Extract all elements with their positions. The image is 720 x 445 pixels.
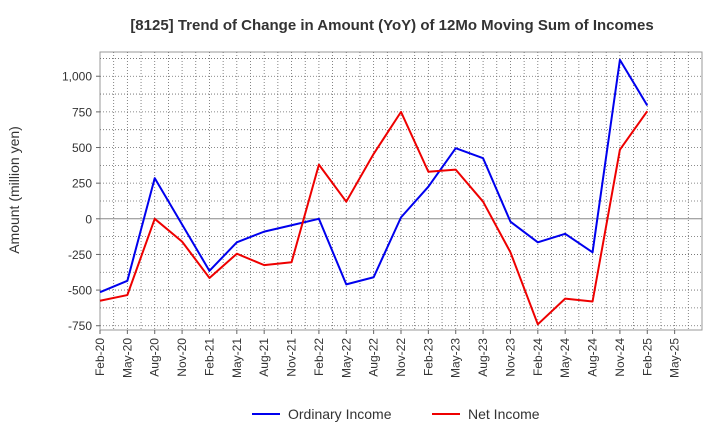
x-tick-label: Feb-20: [93, 338, 107, 376]
x-tick-label: Nov-20: [175, 338, 189, 377]
series-line-net-income: [99, 110, 649, 326]
legend-label: Ordinary Income: [288, 406, 392, 422]
x-tick-label: Feb-21: [202, 338, 216, 376]
series-line-ordinary-income: [99, 58, 649, 294]
x-tick-label: Feb-25: [640, 338, 654, 376]
y-tick-label: 750: [72, 105, 92, 119]
x-tick-label: May-20: [120, 338, 134, 378]
legend-label: Net Income: [468, 406, 540, 422]
y-axis-label: Amount (million yen): [6, 126, 22, 254]
x-tick-label: Feb-24: [531, 338, 545, 376]
legend: Ordinary Income Net Income: [252, 406, 540, 422]
y-tick-label: 250: [72, 177, 92, 191]
x-tick-label: Feb-22: [312, 338, 326, 376]
y-tick-label: -250: [68, 248, 92, 262]
x-tick-label: Aug-23: [476, 338, 490, 377]
x-tick-label: Nov-23: [503, 338, 517, 377]
x-tick-label: Feb-23: [421, 338, 435, 376]
series-layer: [99, 58, 649, 326]
y-tick-label: -500: [68, 284, 92, 298]
x-tick-label: Aug-24: [586, 338, 600, 377]
y-tick-label: 500: [72, 141, 92, 155]
x-tick-label: Aug-22: [367, 338, 381, 377]
x-tick-label: Nov-21: [285, 338, 299, 377]
x-tick-label: May-24: [558, 338, 572, 378]
x-tick-label: Aug-21: [257, 338, 271, 377]
y-tick-label: 0: [85, 212, 92, 226]
axis-layer: -750 -500 -250 0 250 500 750 1,000 Feb-20 May-20 A…: [62, 70, 682, 378]
x-tick-label: Nov-24: [613, 338, 627, 377]
chart-title: [8125] Trend of Change in Amount (YoY) o…: [130, 17, 653, 34]
x-tick-label: May-25: [668, 338, 682, 378]
x-tick-label: Aug-20: [148, 338, 162, 377]
x-tick-label: May-23: [449, 338, 463, 378]
y-tick-label: -750: [68, 319, 92, 333]
y-tick-label: 1,000: [62, 70, 92, 84]
x-tick-label: Nov-22: [394, 338, 408, 377]
x-tick-label: May-21: [230, 338, 244, 378]
x-tick-label: May-22: [339, 338, 353, 378]
